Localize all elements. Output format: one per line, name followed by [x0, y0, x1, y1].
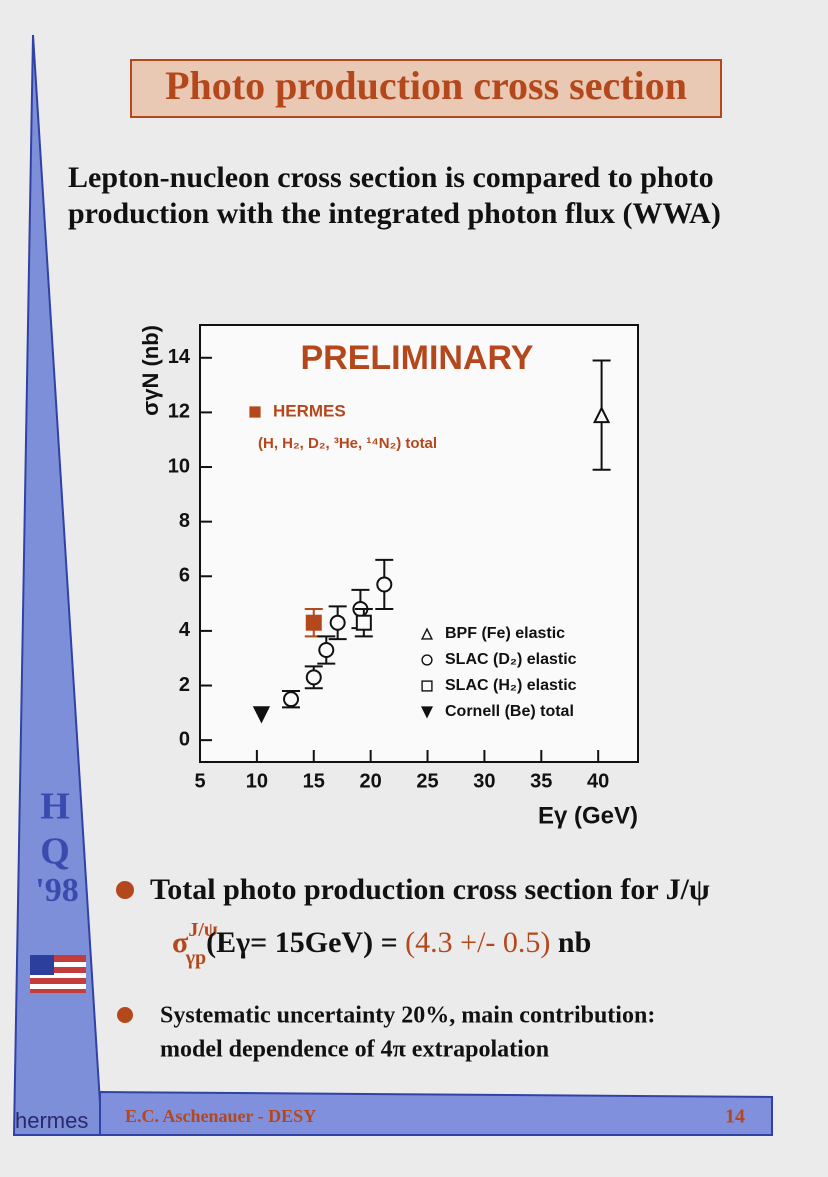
legend-label: HERMES — [273, 401, 346, 420]
x-axis-label: Eγ (GeV) — [538, 802, 638, 829]
bullet-text: Total photo production cross section for… — [150, 873, 710, 906]
y-tick-label: 0 — [179, 728, 190, 750]
legend-note: (H, H₂, D₂, ³He, ¹⁴N₂) total — [258, 435, 437, 452]
marker — [376, 576, 393, 593]
intro-line: Lepton-nucleon cross section is compared… — [68, 161, 714, 194]
y-tick-label: 12 — [168, 401, 190, 423]
formula-unit: nb — [550, 926, 591, 959]
x-tick-label: 40 — [587, 770, 609, 792]
side-letter: '98 — [35, 872, 78, 909]
legend-label: SLAC (H₂) elastic — [445, 677, 577, 694]
marker — [283, 691, 300, 708]
side-letter: Q — [40, 831, 70, 873]
plot-frame — [199, 324, 639, 763]
y-tick-label: 14 — [168, 346, 191, 368]
legend-label: Cornell (Be) total — [445, 703, 574, 720]
x-tick-label: 30 — [473, 770, 495, 792]
formula-sup: J/ψ — [188, 919, 218, 941]
marker — [305, 669, 322, 686]
marker — [318, 642, 335, 659]
marker — [249, 406, 261, 418]
legend-label: SLAC (D₂) elastic — [445, 651, 577, 668]
x-tick-label: 25 — [416, 770, 438, 792]
title: Photo production cross section — [165, 63, 687, 108]
footer-band — [99, 1090, 773, 1136]
formula-symbol: σ — [172, 926, 189, 959]
bullet-text: Systematic uncertainty 20%, main contrib… — [160, 1003, 655, 1029]
side-band — [12, 34, 104, 1136]
side-letter: H — [40, 786, 70, 828]
marker — [421, 680, 433, 692]
marker — [329, 614, 346, 631]
marker — [421, 654, 433, 666]
title-box — [130, 59, 722, 118]
formula-args: (Eγ= 15GeV) = — [206, 926, 405, 959]
logo-text: hermes — [15, 1108, 88, 1133]
bullet-text: model dependence of 4π extrapolation — [160, 1037, 549, 1063]
marker — [355, 614, 372, 631]
y-tick-label: 6 — [179, 565, 190, 587]
bullet-dot — [116, 881, 134, 899]
y-tick-label: 2 — [179, 674, 190, 696]
y-tick-label: 4 — [179, 619, 191, 641]
legend-label: BPF (Fe) elastic — [445, 625, 565, 642]
marker — [420, 627, 434, 640]
marker — [305, 614, 322, 631]
marker — [420, 706, 434, 719]
bullet-dot — [117, 1007, 133, 1023]
y-tick-label: 8 — [179, 510, 190, 532]
footer-page: 14 — [725, 1106, 745, 1128]
flag — [30, 955, 86, 993]
y-tick-label: 10 — [168, 455, 190, 477]
x-tick-label: 5 — [194, 770, 205, 792]
formula-result: (4.3 +/- 0.5) — [405, 926, 550, 959]
formula: σJ/ψ γp(Eγ= 15GeV) = (4.3 +/- 0.5) nb — [172, 919, 591, 969]
y-axis-label: σγN (nb) — [138, 325, 163, 416]
x-tick-label: 10 — [246, 770, 268, 792]
x-tick-label: 20 — [360, 770, 382, 792]
formula-sub: γp — [185, 947, 206, 969]
footer-author: E.C. Aschenauer - DESY — [125, 1106, 316, 1126]
x-tick-label: 35 — [530, 770, 552, 792]
marker — [592, 405, 611, 424]
x-tick-label: 15 — [303, 770, 325, 792]
annotation: PRELIMINARY — [301, 339, 534, 377]
marker — [252, 706, 271, 724]
intro-line: production with the integrated photon fl… — [68, 197, 721, 230]
